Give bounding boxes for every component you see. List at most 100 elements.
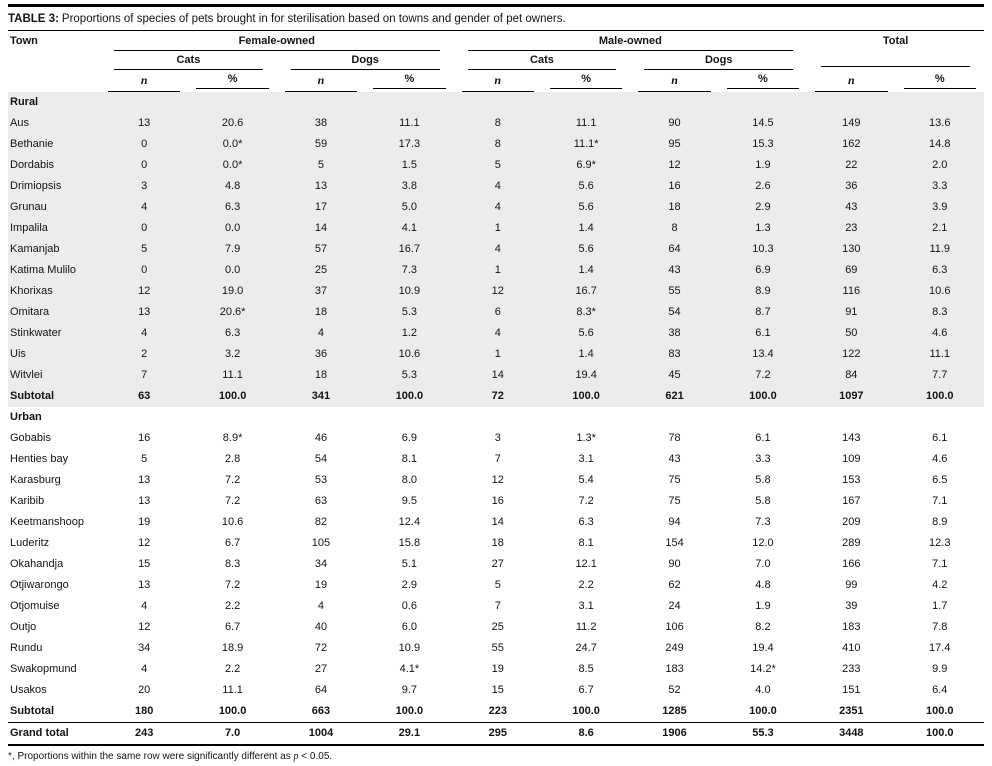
value-cell: 4.6 xyxy=(932,453,948,465)
value-cell: 7.2 xyxy=(224,474,241,486)
value-cell xyxy=(719,407,807,428)
value-cell: 106 xyxy=(665,621,684,633)
value-cell: 8.0 xyxy=(401,474,418,486)
value-cell: 90 xyxy=(668,558,681,570)
group-header-male-owned: Male-owned xyxy=(454,31,808,51)
value-cell: 1.2 xyxy=(365,323,454,344)
value-cell: 13.6 xyxy=(895,113,984,134)
table-row: Subtotal 63 100.0 341 100.0 72 100.0 621 100.0 10… xyxy=(8,386,984,407)
value-cell: 4 xyxy=(453,239,542,260)
value-cell: 4.8 xyxy=(188,176,277,197)
metric-header-pct: % xyxy=(188,70,276,92)
town-cell: Rundu xyxy=(10,642,43,654)
value-cell: 151 xyxy=(842,684,861,696)
town-cell: Khorixas xyxy=(8,281,100,302)
value-cell: 13 xyxy=(138,474,151,486)
value-cell: 1.3 xyxy=(718,218,808,239)
value-cell: 10.9 xyxy=(398,642,421,654)
table-row: Dordabis 0 0.0* 5 1.5 5 6.9* 12 1.9 22 2.0 xyxy=(8,155,984,176)
value-cell: 100.0 xyxy=(572,705,600,717)
value-cell: 82 xyxy=(314,516,328,528)
value-cell: 95 xyxy=(630,134,719,155)
value-cell: 5 xyxy=(276,155,366,176)
value-cell: 12 xyxy=(138,621,151,633)
value-cell: 6.1 xyxy=(718,323,808,344)
value-cell xyxy=(365,407,453,428)
table-row: Witvlei 7 11.1 18 5.3 14 19.4 45 7.2 84 7.7 xyxy=(8,365,984,386)
value-cell: 2.0 xyxy=(895,155,984,176)
value-cell: 249 xyxy=(665,642,684,654)
value-cell: 75 xyxy=(668,495,681,507)
value-cell: 2.9 xyxy=(718,197,808,218)
town-cell: Luderitz xyxy=(10,537,50,549)
value-cell: 18 xyxy=(276,365,366,386)
value-cell: 17 xyxy=(276,197,366,218)
value-cell: 16 xyxy=(138,432,151,444)
value-cell: 410 xyxy=(842,642,861,654)
value-cell: 183 xyxy=(842,621,861,633)
value-cell: 17.3 xyxy=(365,134,454,155)
value-cell: 64 xyxy=(314,684,328,696)
subgroup-header-cats-female: Cats xyxy=(100,51,277,70)
table-row: Grunau 4 6.3 17 5.0 4 5.6 18 2.9 43 3.9 xyxy=(8,197,984,218)
value-cell: 5.6 xyxy=(541,176,631,197)
value-cell: 22 xyxy=(807,155,896,176)
subgroup-label: Cats xyxy=(467,51,617,70)
value-cell xyxy=(454,407,542,428)
town-cell: Grand total xyxy=(8,722,100,746)
value-cell: 8 xyxy=(453,113,542,134)
value-cell: 1.5 xyxy=(365,155,454,176)
subgroup-label: Dogs xyxy=(290,51,440,70)
value-cell: 11.1 xyxy=(188,365,277,386)
value-cell: 16.7 xyxy=(541,281,631,302)
value-cell: 34 xyxy=(314,558,328,570)
value-cell: 105 xyxy=(311,537,331,549)
footnote-post: < 0.05. xyxy=(298,751,333,762)
value-cell: 36 xyxy=(276,344,366,365)
value-cell: 7.9 xyxy=(188,239,277,260)
value-cell: 99 xyxy=(845,579,858,591)
value-cell: 83 xyxy=(630,344,719,365)
town-cell: Kamanjab xyxy=(8,239,100,260)
value-cell: 1004 xyxy=(276,722,366,746)
value-cell: 9.9 xyxy=(932,663,948,675)
value-cell: 18.9 xyxy=(221,642,244,654)
value-cell: 233 xyxy=(842,663,861,675)
town-cell: Usakos xyxy=(10,684,47,696)
value-cell: 7.3 xyxy=(365,260,454,281)
value-cell: 1.4 xyxy=(541,344,631,365)
subgroup-header-row: Cats Dogs Cats Dogs xyxy=(8,51,984,70)
value-cell: 18 xyxy=(276,302,366,323)
value-cell: 13 xyxy=(276,176,366,197)
value-cell: 0.0 xyxy=(188,218,277,239)
subgroup-header-cats-male: Cats xyxy=(454,51,631,70)
value-cell: 25 xyxy=(491,621,504,633)
town-cell: Karasburg xyxy=(10,474,61,486)
value-cell: 11.1 xyxy=(222,684,243,696)
value-cell: 0.0* xyxy=(188,134,277,155)
value-cell: 15.8 xyxy=(398,537,421,549)
value-cell: 3.3 xyxy=(895,176,984,197)
value-cell: 100.0 xyxy=(365,386,454,407)
table-row: Grand total 243 7.0 1004 29.1 295 8.6 1906 55.3 3… xyxy=(8,722,984,746)
value-cell: 8.6 xyxy=(541,722,631,746)
value-cell: 162 xyxy=(807,134,896,155)
value-cell: 90 xyxy=(630,113,719,134)
value-cell: 0.0 xyxy=(188,260,277,281)
subgroup-header-dogs-male: Dogs xyxy=(630,51,807,70)
value-cell: 4 xyxy=(141,600,148,612)
value-cell: 13 xyxy=(138,495,151,507)
value-cell: 2.2 xyxy=(578,579,594,591)
value-cell: 6.5 xyxy=(932,474,948,486)
value-cell: 5.6 xyxy=(541,197,631,218)
value-cell: 11.9 xyxy=(895,239,984,260)
value-cell: 5.3 xyxy=(365,365,454,386)
value-cell: 13 xyxy=(100,113,189,134)
value-cell: 17.4 xyxy=(929,642,951,654)
value-cell xyxy=(100,92,189,113)
value-cell: 100.0 xyxy=(395,705,424,717)
value-cell: 2.6 xyxy=(718,176,808,197)
value-cell: 130 xyxy=(807,239,896,260)
value-cell: 13 xyxy=(100,302,189,323)
value-cell: 63 xyxy=(314,495,328,507)
